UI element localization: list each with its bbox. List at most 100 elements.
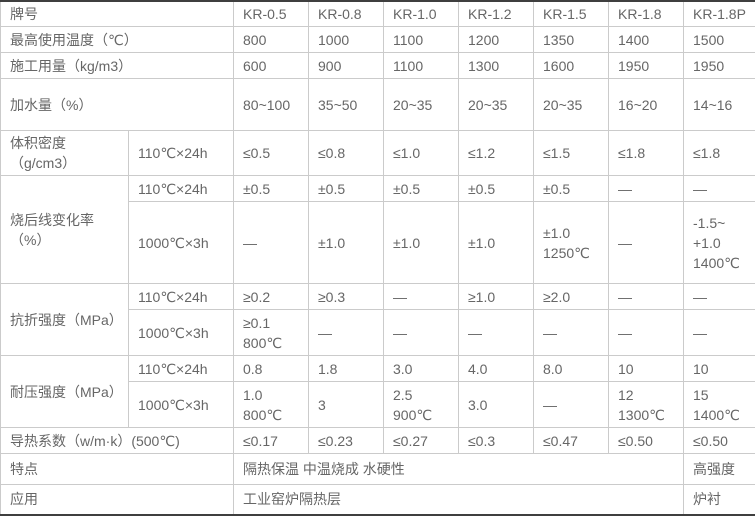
cell: 3.0 <box>458 381 534 428</box>
cell: — <box>383 309 459 356</box>
cell: — <box>533 309 609 356</box>
cell: ≥0.2 <box>233 283 309 310</box>
cell: 8.0 <box>533 355 609 382</box>
cell: — <box>383 283 459 310</box>
condition-cell: 110℃×24h <box>128 130 234 176</box>
merged-cell: 隔热保温 中温烧成 水硬性 <box>233 453 684 485</box>
condition-cell: 1000℃×3h <box>128 381 234 428</box>
condition-cell: 110℃×24h <box>128 283 234 310</box>
cell: ≤0.50 <box>683 427 755 454</box>
cell: 14~16 <box>683 78 755 131</box>
cell: 3.0 <box>383 355 459 382</box>
cell: 15 1400℃ <box>683 381 755 428</box>
row-label: 加水量（%） <box>0 78 234 131</box>
cell: — <box>608 309 684 356</box>
cell: 4.0 <box>458 355 534 382</box>
cell: 1350 <box>533 26 609 53</box>
cell: ±1.0 <box>458 201 534 284</box>
col-header-kr12: KR-1.2 <box>458 0 534 27</box>
table-row-linear-change-1000: 1000℃×3h — ±1.0 ±1.0 ±1.0 ±1.0 1250℃ — -… <box>1 201 755 284</box>
cell: 20~35 <box>458 78 534 131</box>
cell: — <box>608 283 684 310</box>
cell: 12 1300℃ <box>608 381 684 428</box>
cell: ≤1.2 <box>458 130 534 176</box>
cell: ≤0.50 <box>608 427 684 454</box>
condition-cell: 1000℃×3h <box>128 201 234 284</box>
col-header-kr10: KR-1.0 <box>383 0 459 27</box>
cell: ≥0.1 800℃ <box>233 309 309 356</box>
condition-cell: 110℃×24h <box>128 175 234 202</box>
cell: ≤1.5 <box>533 130 609 176</box>
col-header-kr18: KR-1.8 <box>608 0 684 27</box>
cell: 10 <box>683 355 755 382</box>
row-label: 烧后线变化率（%） <box>0 175 129 284</box>
cell: — <box>233 201 309 284</box>
cell: — <box>683 283 755 310</box>
cell: ±0.5 <box>533 175 609 202</box>
cell: ≤0.23 <box>308 427 384 454</box>
corner-header-cell: 牌号 <box>0 0 234 27</box>
col-header-kr05: KR-0.5 <box>233 0 309 27</box>
condition-cell: 110℃×24h <box>128 355 234 382</box>
cell: ±1.0 1250℃ <box>533 201 609 284</box>
table-row-compressive-110: 耐压强度（MPa） 110℃×24h 0.8 1.8 3.0 4.0 8.0 1… <box>0 355 755 428</box>
cell: 20~35 <box>533 78 609 131</box>
table-row-features: 特点 隔热保温 中温烧成 水硬性 高强度 <box>0 453 755 485</box>
cell: 1500 <box>683 26 755 53</box>
row-label: 施工用量（kg/m3） <box>0 52 234 79</box>
table-row-thermal-conductivity: 导热系数（w/m·k）(500℃) ≤0.17 ≤0.23 ≤0.27 ≤0.3… <box>0 427 755 454</box>
table-row-compressive-1000: 1000℃×3h 1.0 800℃ 3 2.5 900℃ 3.0 — 12 13… <box>1 381 755 428</box>
col-header-kr15: KR-1.5 <box>533 0 609 27</box>
row-label: 特点 <box>0 453 234 485</box>
table-row-flexural-110: 抗折强度（MPa） 110℃×24h ≥0.2 ≥0.3 — ≥1.0 ≥2.0… <box>0 283 755 356</box>
cell: 2.5 900℃ <box>383 381 459 428</box>
cell: ≤1.8 <box>608 130 684 176</box>
cell: 1300 <box>458 52 534 79</box>
cell: 80~100 <box>233 78 309 131</box>
cell: — <box>308 309 384 356</box>
cell: 900 <box>308 52 384 79</box>
cell: — <box>683 309 755 356</box>
cell: 1.8 <box>308 355 384 382</box>
cell: 1950 <box>683 52 755 79</box>
row-label: 导热系数（w/m·k）(500℃) <box>0 427 234 454</box>
row-label: 耐压强度（MPa） <box>0 355 129 428</box>
cell: — <box>608 201 684 284</box>
cell: ≤0.47 <box>533 427 609 454</box>
cell: 1200 <box>458 26 534 53</box>
cell: ≤0.5 <box>233 130 309 176</box>
cell: 35~50 <box>308 78 384 131</box>
table-row-water-addition: 加水量（%） 80~100 35~50 20~35 20~35 20~35 16… <box>0 78 755 131</box>
col-header-kr18p: KR-1.8P <box>683 0 755 27</box>
merged-cell: 工业窑炉隔热层 <box>233 484 684 515</box>
table-row-header: 牌号 KR-0.5 KR-0.8 KR-1.0 KR-1.2 KR-1.5 KR… <box>0 0 755 27</box>
cell: 1100 <box>383 52 459 79</box>
cell: 1100 <box>383 26 459 53</box>
table-row-max-temp: 最高使用温度（℃） 800 1000 1100 1200 1350 1400 1… <box>0 26 755 53</box>
cell: ≤1.8 <box>683 130 755 176</box>
cell: ±0.5 <box>308 175 384 202</box>
cell: 20~35 <box>383 78 459 131</box>
cell: ≤0.27 <box>383 427 459 454</box>
cell: 16~20 <box>608 78 684 131</box>
cell: ≤0.8 <box>308 130 384 176</box>
cell: ≤0.3 <box>458 427 534 454</box>
cell: — <box>533 381 609 428</box>
cell: 10 <box>608 355 684 382</box>
cell: 高强度 <box>683 453 755 485</box>
row-label: 最高使用温度（℃） <box>0 26 234 53</box>
cell: ≥1.0 <box>458 283 534 310</box>
cell: -1.5~ +1.0 1400℃ <box>683 201 755 284</box>
cell: 800 <box>233 26 309 53</box>
cell: 0.8 <box>233 355 309 382</box>
cell: ±1.0 <box>383 201 459 284</box>
table-row-construction-amount: 施工用量（kg/m3） 600 900 1100 1300 1600 1950 … <box>0 52 755 79</box>
row-label: 抗折强度（MPa） <box>0 283 129 356</box>
table-row-bulk-density: 体积密度（g/cm3） 110℃×24h ≤0.5 ≤0.8 ≤1.0 ≤1.2… <box>0 130 755 176</box>
cell: ±0.5 <box>233 175 309 202</box>
cell: 3 <box>308 381 384 428</box>
cell: 1600 <box>533 52 609 79</box>
cell: ≥0.3 <box>308 283 384 310</box>
cell: ≤0.17 <box>233 427 309 454</box>
